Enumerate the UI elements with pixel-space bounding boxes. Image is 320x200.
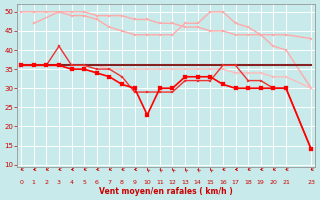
X-axis label: Vent moyen/en rafales ( km/h ): Vent moyen/en rafales ( km/h ) (99, 187, 233, 196)
